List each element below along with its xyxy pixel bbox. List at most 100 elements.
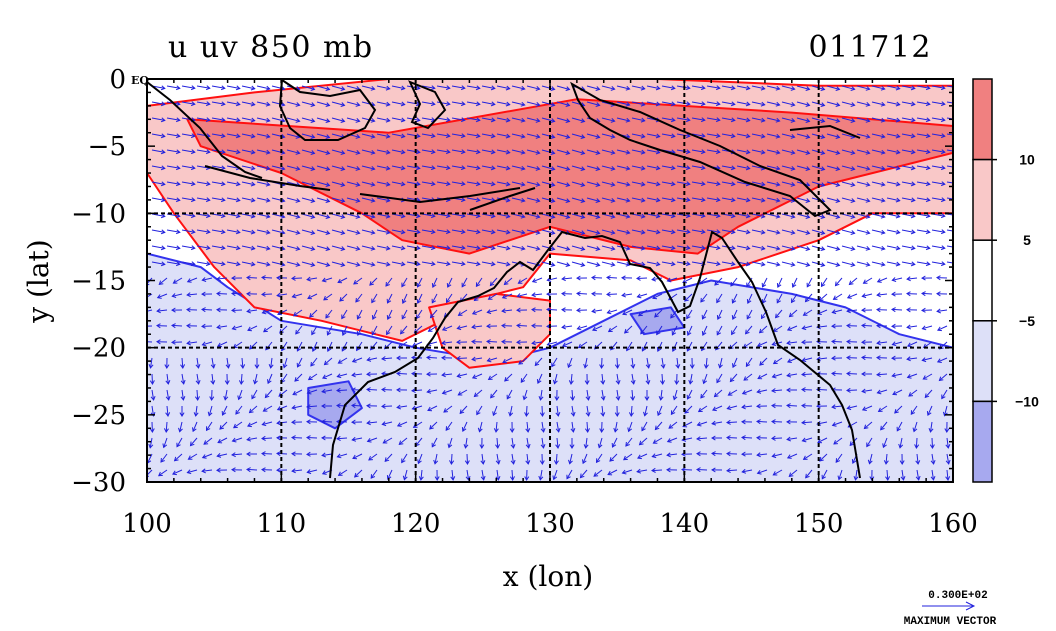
wind-vector: [401, 453, 408, 464]
wind-vector: [721, 213, 736, 219]
wind-vector: [486, 323, 498, 329]
wind-vector: [282, 357, 288, 369]
lesser-sunda-coast: [359, 187, 521, 204]
wind-vector: [625, 437, 633, 447]
wind-vector: [522, 389, 528, 401]
wind-vector: [826, 149, 841, 155]
wind-vector: [706, 261, 721, 267]
wind-vector: [686, 309, 693, 320]
wind-vector: [193, 405, 199, 417]
wind-vector: [861, 307, 873, 313]
wind-vector: [331, 117, 346, 123]
wind-vector: [511, 197, 526, 203]
wind-vector: [147, 325, 153, 327]
wind-vector: [916, 213, 931, 219]
wind-vector: [721, 165, 736, 171]
wind-vector: [651, 276, 663, 282]
wind-vector: [271, 165, 286, 171]
wind-vector: [366, 437, 378, 443]
wind-vector: [391, 261, 406, 267]
wind-vector: [684, 293, 693, 302]
wind-vector: [766, 197, 781, 203]
wind-vector: [766, 181, 781, 187]
wind-vector: [556, 133, 571, 139]
wind-vector: [661, 117, 676, 123]
wind-vector: [511, 149, 526, 155]
wind-vector: [196, 85, 211, 91]
wind-vector: [781, 229, 796, 235]
wind-vector: [555, 405, 561, 417]
wind-vector: [254, 358, 260, 369]
wind-vector: [510, 453, 516, 465]
wind-vector: [181, 101, 196, 107]
wind-vector: [891, 291, 903, 297]
wind-vector: [586, 133, 601, 139]
wind-vector: [511, 117, 526, 123]
y-tick-label: −5: [88, 132, 126, 162]
wind-vector: [801, 371, 813, 377]
wind-vector: [584, 421, 590, 433]
wind-vector: [646, 85, 661, 91]
wind-vector: [493, 421, 499, 433]
wind-vector: [675, 357, 681, 369]
wind-vector: [757, 373, 768, 380]
wind-vector: [556, 85, 571, 91]
wind-vector: [601, 261, 616, 267]
wind-vector: [661, 85, 676, 91]
wind-vector: [726, 435, 738, 441]
wind-vector: [235, 405, 243, 415]
wind-vector: [841, 117, 856, 123]
wind-vector: [711, 467, 723, 473]
wind-vector: [158, 469, 168, 477]
wind-vector: [306, 389, 318, 395]
wind-vector: [756, 452, 768, 458]
new-britain-coast: [789, 124, 861, 139]
wind-vector: [301, 85, 316, 91]
wind-vector: [262, 405, 273, 412]
wind-vector: [246, 308, 258, 314]
wind-vector: [429, 309, 438, 319]
wind-vector: [291, 275, 303, 281]
wind-vector: [906, 291, 918, 297]
wind-vector: [731, 309, 738, 320]
wind-vector: [501, 323, 513, 329]
wind-vector: [321, 277, 333, 283]
wind-vector: [901, 149, 916, 155]
wind-vector: [337, 357, 348, 364]
wind-vector: [331, 149, 346, 155]
wind-vector: [158, 277, 168, 286]
wind-vector: [846, 339, 858, 345]
wind-vector: [576, 325, 588, 331]
wind-vector: [481, 229, 496, 235]
wind-vector: [831, 355, 843, 361]
wind-vector: [150, 389, 156, 401]
wind-vector: [646, 165, 661, 171]
wind-vector: [736, 213, 751, 219]
wind-vector: [487, 293, 498, 300]
wind-vector: [341, 325, 348, 336]
wind-vector: [936, 291, 948, 297]
wind-vector: [946, 165, 953, 168]
wind-vector: [615, 373, 621, 385]
wind-vector: [743, 373, 753, 381]
wind-vector: [446, 277, 453, 288]
wind-vector: [700, 389, 708, 399]
wind-vector: [473, 389, 483, 398]
wind-vector: [311, 341, 318, 352]
wind-vector: [321, 419, 333, 425]
wind-vector: [652, 437, 663, 444]
wind-vector: [406, 181, 421, 187]
wind-vector: [531, 292, 543, 298]
wind-vector: [376, 85, 391, 91]
wind-vector: [196, 245, 211, 251]
colorbar-label: −10: [1015, 393, 1039, 409]
wind-vector: [436, 85, 451, 91]
wind-vector: [944, 421, 950, 433]
new-guinea-coast: [570, 81, 832, 218]
wind-vector: [431, 437, 438, 448]
wind-vector: [826, 245, 841, 251]
wind-vector: [788, 309, 798, 318]
wind-vector: [316, 181, 331, 187]
wind-vector: [831, 323, 843, 329]
wind-vector: [180, 389, 186, 401]
